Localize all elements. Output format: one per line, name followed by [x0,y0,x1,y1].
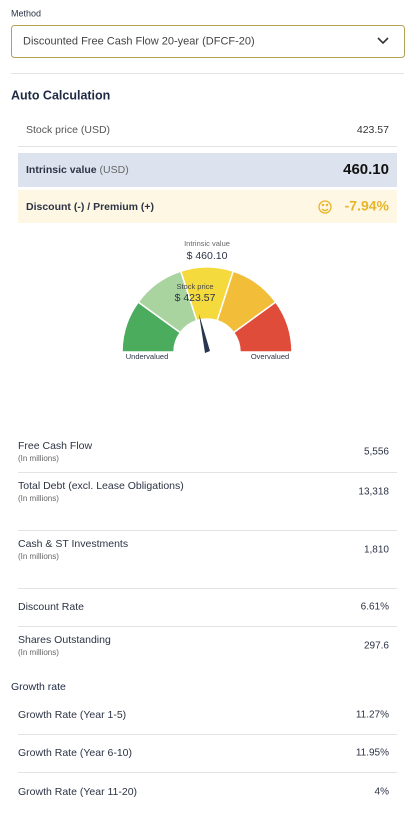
growth-value: 11.27% [356,710,389,721]
growth-label: Growth Rate (Year 11-20) [18,786,137,798]
gauge-right-label: Overvalued [251,352,289,361]
gauge [121,266,293,353]
input-label: Total Debt (excl. Lease Obligations) [18,480,184,492]
gauge-segment [232,300,293,353]
input-value: 297.6 [364,641,389,652]
input-value: 5,556 [364,447,389,458]
input-label: Cash & ST Investments [18,538,128,550]
growth-value: 4% [375,787,390,798]
label: Stock price [26,124,78,136]
input-note: (In millions) [18,454,59,463]
gauge-stock-label: Stock price [176,282,213,291]
method-label: Method [11,8,41,18]
chevron [377,37,389,45]
section-title: Auto Calculation [11,88,110,102]
discount-value: -7.94% [345,198,390,214]
method-dropdown[interactable] [11,25,405,58]
unit: (USD) [81,124,110,136]
growth-label: Growth Rate (Year 6-10) [18,747,132,759]
growth-label: Growth Rate (Year 1-5) [18,709,126,721]
input-note: (In millions) [18,552,59,561]
growth-title: Growth rate [11,681,66,693]
label: Intrinsic value [26,164,97,176]
intrinsic-value: 460.10 [343,161,389,178]
input-note: (In millions) [18,494,59,503]
gauge-intrinsic-value: $ 460.10 [187,250,228,262]
growth-value: 11.95% [356,748,389,759]
intrinsic-label: Intrinsic value (USD) [26,164,129,176]
input-value: 13,318 [358,487,389,498]
gauge-needle [199,314,210,353]
growth-list: Growth Rate (Year 1-5) 11.27% Growth Rate … [18,709,397,798]
unit: (USD) [100,164,129,176]
gauge-left-label: Undervalued [126,352,169,361]
gauge-intrinsic-label: Intrinsic value [184,239,230,248]
intrinsic-row [18,153,397,187]
stock-price-label: Stock price (USD) [26,124,110,136]
gauge-stock-value: $ 423.57 [175,292,216,304]
smiley-icon [318,200,332,214]
input-label: Free Cash Flow [18,440,93,452]
discount-row [18,190,397,223]
input-value: 1,810 [364,545,389,556]
input-note: (In millions) [18,648,59,657]
stock-price-value: 423.57 [357,124,389,136]
method-value: Discounted Free Cash Flow 20-year (DFCF-… [23,35,255,47]
inputs-list: Free Cash Flow (In millions) 5,556 Total De… [18,440,397,657]
input-value: 6.61% [361,602,389,613]
input-label: Discount Rate [18,601,84,613]
discount-label: Discount (-) / Premium (+) [26,201,154,213]
input-label: Shares Outstanding [18,634,111,646]
